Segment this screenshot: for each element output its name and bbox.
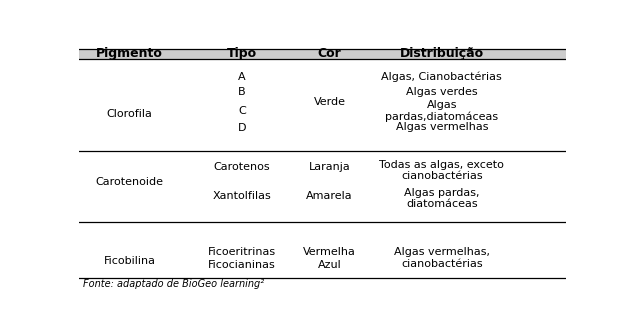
Text: Clorofila: Clorofila bbox=[107, 110, 153, 119]
Text: Xantolfilas: Xantolfilas bbox=[213, 191, 271, 201]
Text: Carotenoide: Carotenoide bbox=[96, 177, 164, 187]
Text: Todas as algas, exceto
cianobactérias: Todas as algas, exceto cianobactérias bbox=[379, 160, 504, 182]
Text: Fonte: adaptado de BioGeo learning²: Fonte: adaptado de BioGeo learning² bbox=[84, 279, 265, 289]
Text: Ficocianinas: Ficocianinas bbox=[208, 259, 276, 270]
Text: D: D bbox=[238, 123, 246, 133]
Bar bbox=[79, 49, 566, 59]
Text: Algas pardas,
diatomáceas: Algas pardas, diatomáceas bbox=[404, 188, 479, 209]
Text: Tipo: Tipo bbox=[227, 47, 257, 60]
Text: Vermelha: Vermelha bbox=[303, 247, 356, 257]
Text: Verde: Verde bbox=[314, 97, 346, 107]
Text: Algas
pardas,diatomáceas: Algas pardas,diatomáceas bbox=[385, 99, 498, 122]
Text: A: A bbox=[238, 72, 246, 82]
Text: Azul: Azul bbox=[318, 259, 342, 270]
Text: Ficobilina: Ficobilina bbox=[104, 256, 156, 265]
Text: Algas verdes: Algas verdes bbox=[406, 87, 477, 97]
Text: Ficoeritrinas: Ficoeritrinas bbox=[208, 247, 276, 257]
Text: C: C bbox=[238, 106, 246, 116]
Text: Carotenos: Carotenos bbox=[214, 162, 270, 172]
Text: Laranja: Laranja bbox=[309, 162, 350, 172]
Text: Cor: Cor bbox=[318, 47, 342, 60]
Text: B: B bbox=[238, 87, 246, 97]
Text: Distribuição: Distribuição bbox=[400, 47, 484, 60]
Text: Amarela: Amarela bbox=[306, 191, 353, 201]
Text: Algas vermelhas: Algas vermelhas bbox=[396, 123, 488, 132]
Text: Algas vermelhas,
cianobactérias: Algas vermelhas, cianobactérias bbox=[394, 247, 490, 269]
Text: Algas, Cianobactérias: Algas, Cianobactérias bbox=[381, 71, 502, 82]
Text: Pigmento: Pigmento bbox=[96, 47, 164, 60]
